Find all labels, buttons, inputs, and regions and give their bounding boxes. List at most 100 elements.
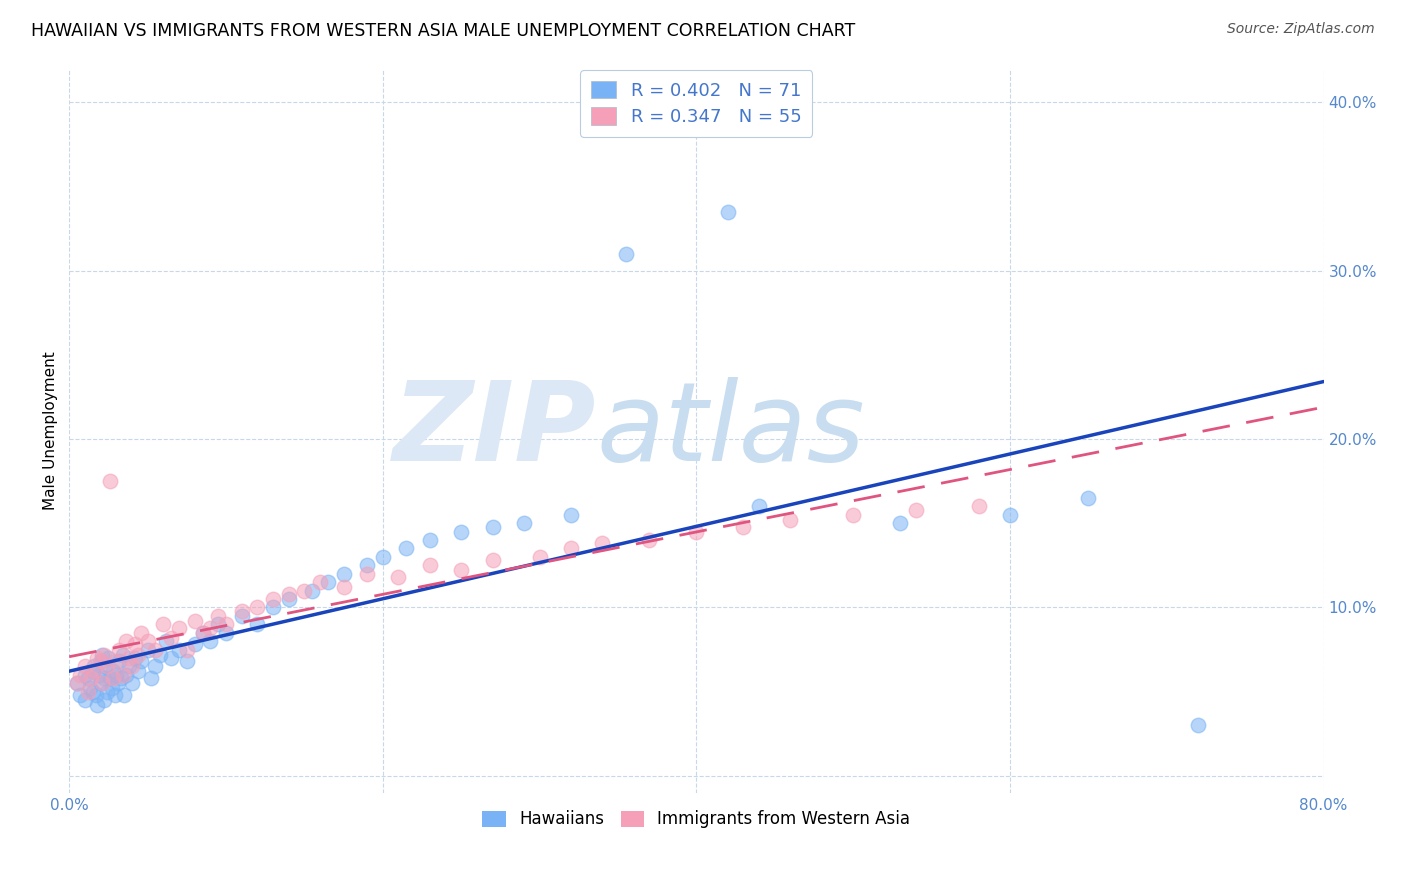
Point: [513, 516, 536, 531]
Point: [301, 583, 323, 598]
Point: [591, 536, 613, 550]
Point: [560, 508, 582, 522]
Point: [121, 659, 143, 673]
Point: [69, 688, 91, 702]
Point: [136, 634, 159, 648]
Point: [309, 575, 332, 590]
Point: [176, 654, 198, 668]
Point: [889, 516, 911, 531]
Point: [94, 659, 117, 673]
Point: [450, 524, 472, 539]
Point: [107, 676, 129, 690]
Point: [77, 671, 100, 685]
Point: [127, 665, 149, 679]
Point: [104, 688, 127, 702]
Point: [167, 621, 190, 635]
Point: [118, 651, 141, 665]
Point: [73, 667, 96, 681]
Point: [152, 617, 174, 632]
Point: [779, 513, 801, 527]
Point: [105, 667, 128, 681]
Point: [145, 659, 167, 673]
Point: [371, 549, 394, 564]
Point: [450, 563, 472, 577]
Point: [717, 204, 740, 219]
Point: [86, 651, 108, 665]
Legend: Hawaiians, Immigrants from Western Asia: Hawaiians, Immigrants from Western Asia: [475, 804, 917, 835]
Point: [1187, 718, 1209, 732]
Point: [73, 693, 96, 707]
Point: [111, 667, 134, 681]
Point: [93, 693, 115, 707]
Point: [83, 665, 105, 679]
Point: [207, 608, 229, 623]
Point: [91, 676, 114, 690]
Point: [167, 642, 190, 657]
Point: [191, 625, 214, 640]
Point: [842, 508, 865, 522]
Point: [93, 671, 115, 685]
Point: [90, 676, 112, 690]
Point: [112, 688, 135, 702]
Point: [748, 500, 770, 514]
Point: [246, 617, 269, 632]
Point: [80, 671, 103, 685]
Point: [560, 541, 582, 556]
Point: [69, 667, 91, 681]
Text: atlas: atlas: [596, 377, 865, 484]
Point: [316, 575, 339, 590]
Point: [395, 541, 418, 556]
Point: [277, 592, 299, 607]
Point: [131, 654, 153, 668]
Point: [183, 637, 205, 651]
Point: [155, 634, 177, 648]
Point: [145, 642, 167, 657]
Point: [118, 659, 141, 673]
Point: [96, 659, 118, 673]
Point: [98, 474, 121, 488]
Point: [101, 665, 124, 679]
Point: [124, 637, 146, 651]
Point: [529, 549, 551, 564]
Point: [105, 654, 128, 668]
Point: [262, 600, 284, 615]
Point: [294, 583, 316, 598]
Point: [97, 651, 120, 665]
Point: [387, 570, 409, 584]
Point: [100, 681, 122, 696]
Point: [191, 625, 214, 640]
Point: [124, 651, 146, 665]
Point: [110, 671, 132, 685]
Point: [215, 617, 238, 632]
Point: [733, 519, 755, 533]
Point: [614, 246, 637, 260]
Point: [82, 684, 104, 698]
Point: [87, 667, 110, 681]
Point: [91, 648, 114, 662]
Point: [114, 667, 136, 681]
Point: [967, 500, 990, 514]
Point: [96, 684, 118, 698]
Point: [160, 651, 183, 665]
Point: [149, 648, 172, 662]
Point: [231, 608, 253, 623]
Point: [356, 566, 378, 581]
Point: [136, 642, 159, 657]
Point: [231, 604, 253, 618]
Point: [160, 631, 183, 645]
Point: [111, 648, 134, 662]
Point: [84, 688, 107, 702]
Point: [685, 524, 707, 539]
Text: HAWAIIAN VS IMMIGRANTS FROM WESTERN ASIA MALE UNEMPLOYMENT CORRELATION CHART: HAWAIIAN VS IMMIGRANTS FROM WESTERN ASIA…: [31, 22, 855, 40]
Point: [332, 566, 354, 581]
Point: [93, 648, 115, 662]
Point: [86, 698, 108, 712]
Point: [139, 671, 162, 685]
Point: [98, 671, 121, 685]
Point: [108, 654, 131, 668]
Point: [121, 676, 143, 690]
Point: [77, 684, 100, 698]
Point: [200, 634, 222, 648]
Point: [127, 648, 149, 662]
Point: [90, 654, 112, 668]
